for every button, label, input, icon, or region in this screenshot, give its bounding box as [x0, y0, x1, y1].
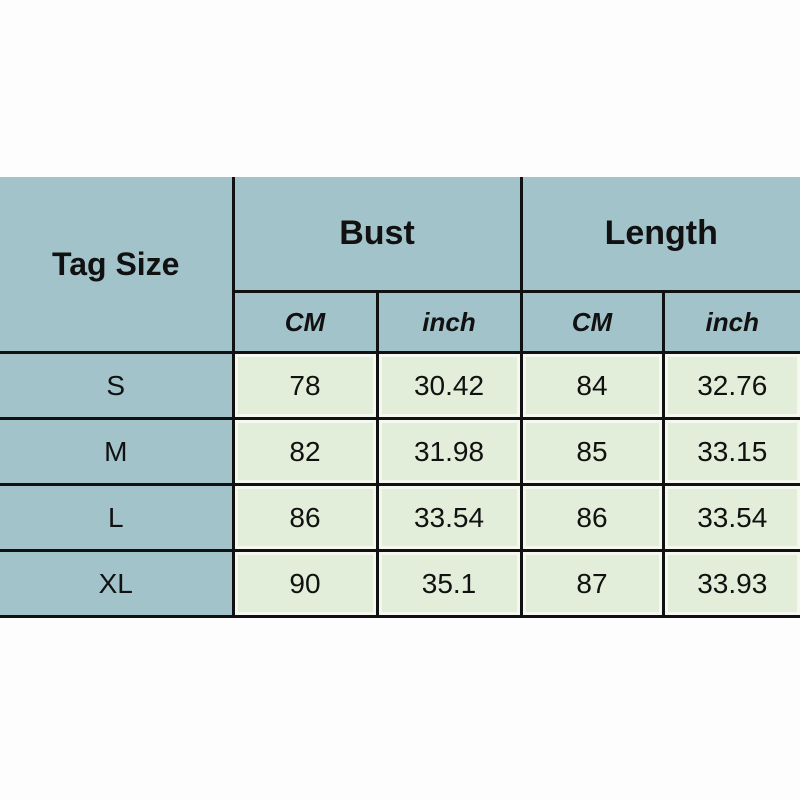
length-inch-cell: 33.54 — [661, 483, 800, 552]
bust-inch-cell: 30.42 — [375, 351, 523, 420]
tag-size-header: Tag Size — [0, 177, 235, 354]
bust-inch-header: inch — [375, 290, 523, 354]
bust-inch-cell: 33.54 — [375, 483, 523, 552]
length-inch-cell: 33.15 — [661, 417, 800, 486]
bust-inch-cell: 35.1 — [375, 549, 523, 618]
size-cell: S — [0, 351, 235, 420]
size-cell: L — [0, 483, 235, 552]
table-row: S 78 30.42 84 32.76 — [0, 351, 800, 420]
bust-cm-cell: 86 — [231, 483, 379, 552]
size-chart-table: Tag Size Bust Length CM inch CM inch S 7… — [0, 177, 800, 618]
length-inch-header: inch — [661, 290, 800, 354]
table-row: M 82 31.98 85 33.15 — [0, 417, 800, 486]
length-inch-cell: 32.76 — [661, 351, 800, 420]
length-cm-cell: 86 — [519, 483, 665, 552]
bust-cm-cell: 82 — [231, 417, 379, 486]
bust-inch-cell: 31.98 — [375, 417, 523, 486]
bust-cm-cell: 78 — [231, 351, 379, 420]
bust-header: Bust — [231, 177, 523, 293]
size-cell: XL — [0, 549, 235, 618]
length-inch-cell: 33.93 — [661, 549, 800, 618]
unit-row: CM inch CM inch — [0, 290, 800, 354]
size-cell: M — [0, 417, 235, 486]
bust-cm-header: CM — [233, 290, 379, 354]
length-cm-header: CM — [519, 290, 665, 354]
header-row: Tag Size Bust Length — [0, 177, 800, 354]
length-cm-cell: 87 — [519, 549, 665, 618]
table-row: L 86 33.54 86 33.54 — [0, 483, 800, 552]
bust-cm-cell: 90 — [231, 549, 379, 618]
length-cm-cell: 84 — [519, 351, 665, 420]
length-cm-cell: 85 — [519, 417, 665, 486]
length-header: Length — [519, 177, 800, 293]
table-row: XL 90 35.1 87 33.93 — [0, 549, 800, 618]
